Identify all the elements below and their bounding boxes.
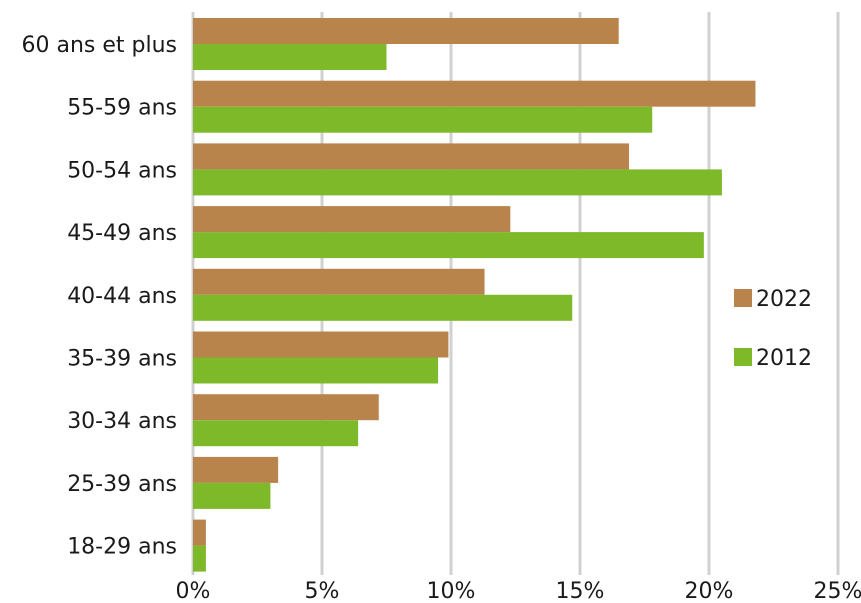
x-tick-label: 25% — [814, 579, 861, 603]
legend-label-2022: 2022 — [756, 287, 812, 312]
bar-2022-5 — [193, 331, 449, 358]
legend: 2022 2012 — [734, 287, 812, 371]
category-label: 30-34 ans — [67, 409, 177, 434]
category-label: 45-49 ans — [67, 221, 177, 246]
bar-2012-0 — [193, 44, 387, 70]
bar-2022-3 — [193, 206, 511, 233]
category-label: 25-39 ans — [67, 472, 177, 497]
category-label: 55-59 ans — [67, 96, 177, 121]
bar-2012-2 — [193, 169, 722, 196]
category-label: 18-29 ans — [67, 535, 177, 560]
bar-2012-4 — [193, 294, 573, 321]
bar-2012-8 — [193, 545, 206, 572]
bar-2012-6 — [193, 420, 359, 447]
legend-swatch-2022 — [734, 289, 752, 307]
bar-2022-8 — [193, 519, 206, 546]
bar-2022-4 — [193, 268, 485, 295]
legend-swatch-2012 — [734, 348, 752, 366]
x-tick-label: 5% — [305, 579, 340, 603]
bar-2022-6 — [193, 394, 379, 421]
bar-2022-1 — [193, 80, 756, 107]
bar-2012-3 — [193, 232, 704, 259]
x-tick-label: 10% — [427, 579, 476, 603]
category-label: 35-39 ans — [67, 347, 177, 372]
x-tick-label: 15% — [556, 579, 605, 603]
bar-2022-0 — [193, 18, 619, 44]
bar-2012-5 — [193, 357, 439, 384]
category-label: 60 ans et plus — [21, 33, 177, 58]
x-tick-labels: 0% 5% 10% 15% 20% 25% — [176, 579, 861, 603]
bars — [193, 18, 756, 572]
category-labels: 60 ans et plus 55-59 ans 50-54 ans 45-49 an… — [21, 33, 177, 560]
bar-2022-7 — [193, 456, 279, 483]
bar-2012-7 — [193, 482, 271, 509]
x-tick-label: 20% — [685, 579, 734, 603]
bar-2022-2 — [193, 143, 630, 170]
x-tick-label: 0% — [176, 579, 211, 603]
category-label: 50-54 ans — [67, 158, 177, 183]
legend-label-2012: 2012 — [756, 346, 812, 371]
bar-2012-1 — [193, 106, 653, 133]
category-label: 40-44 ans — [67, 284, 177, 309]
